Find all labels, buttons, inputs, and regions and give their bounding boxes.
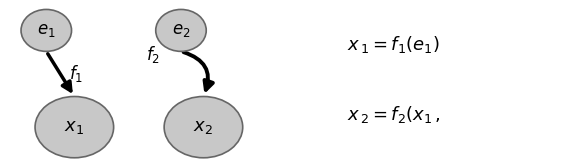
Text: $f_1$: $f_1$: [69, 63, 83, 84]
Text: $x_{\,1} = f_1(e_1)$: $x_{\,1} = f_1(e_1)$: [346, 34, 439, 55]
Text: $x_{\,2} = f_2(x_1\,,$: $x_{\,2} = f_2(x_1\,,$: [346, 104, 440, 125]
Text: $x_1$: $x_1$: [64, 118, 85, 136]
Text: $f_2$: $f_2$: [146, 44, 160, 65]
Ellipse shape: [21, 10, 72, 51]
Ellipse shape: [164, 96, 243, 158]
Ellipse shape: [156, 10, 206, 51]
Text: $x_2$: $x_2$: [193, 118, 213, 136]
Text: $e_1$: $e_1$: [37, 21, 56, 39]
Text: $e_2$: $e_2$: [172, 21, 190, 39]
Ellipse shape: [35, 96, 113, 158]
